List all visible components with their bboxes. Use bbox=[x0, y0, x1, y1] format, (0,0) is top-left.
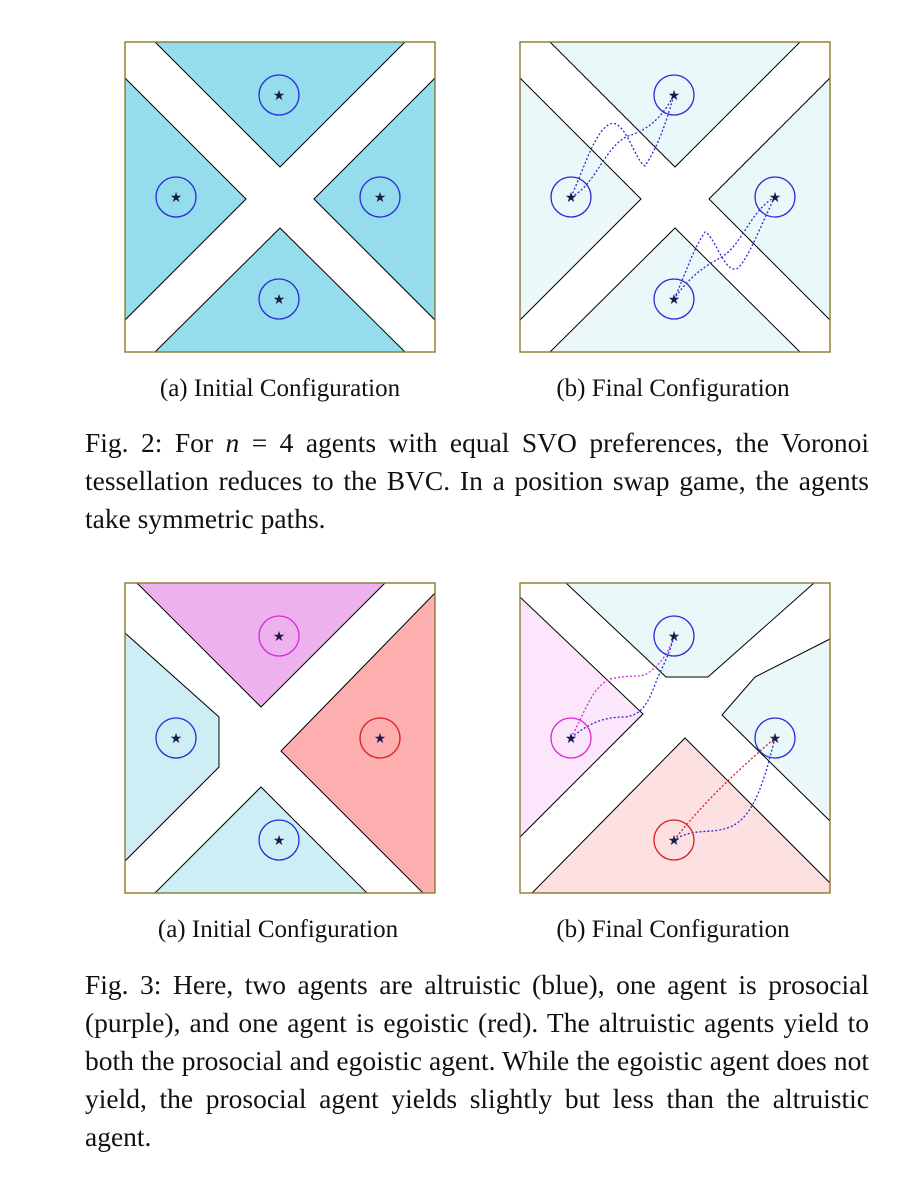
agent-safety-circle bbox=[359, 176, 401, 218]
agent-safety-circle bbox=[550, 176, 592, 218]
agent-safety-circle bbox=[258, 819, 300, 861]
agent-safety-circle bbox=[653, 615, 695, 657]
fig3-caption-label: Fig. 3: bbox=[85, 969, 162, 1000]
agent-path bbox=[673, 196, 776, 300]
agent-safety-circle bbox=[258, 278, 300, 320]
fig2-caption-eq: = 4 bbox=[239, 427, 294, 458]
fig2-caption-label: Fig. 2: bbox=[85, 427, 163, 458]
fig2a-subcaption: (a) Initial Configuration bbox=[159, 375, 401, 402]
fig3b-subcaption: (b) Final Configuration bbox=[556, 916, 790, 943]
star-icon: ★ bbox=[273, 293, 286, 308]
agent-safety-circle bbox=[258, 74, 300, 116]
agent-path bbox=[673, 737, 776, 841]
plot-frame bbox=[124, 41, 436, 353]
agent-path bbox=[570, 635, 675, 739]
agent-safety-circle bbox=[653, 74, 695, 116]
star-icon: ★ bbox=[668, 89, 681, 104]
agent-safety-circle bbox=[653, 278, 695, 320]
star-icon: ★ bbox=[170, 732, 183, 747]
star-icon: ★ bbox=[273, 89, 286, 104]
plot-frame bbox=[124, 582, 436, 894]
plot-frame bbox=[519, 582, 831, 894]
star-icon: ★ bbox=[273, 630, 286, 645]
fig2b-subcaption: (b) Final Configuration bbox=[556, 375, 790, 402]
agent-path bbox=[570, 635, 675, 739]
star-icon: ★ bbox=[170, 191, 183, 206]
fig2-caption-text: agents with equal SVO preferences, the V… bbox=[85, 427, 870, 534]
star-icon: ★ bbox=[668, 630, 681, 645]
star-icon: ★ bbox=[273, 834, 286, 849]
fig3a-plot: ★ ★ ★ ★ bbox=[124, 582, 436, 894]
fig2-caption-var: n bbox=[225, 427, 240, 458]
agent-safety-circle bbox=[754, 176, 796, 218]
fig2-caption: Fig. 2: For n = 4 agents with equal SVO … bbox=[85, 424, 869, 538]
agent-safety-circle bbox=[359, 717, 401, 759]
fig3-caption-text: Here, two agents are altruistic (blue), … bbox=[85, 969, 869, 1152]
star-icon: ★ bbox=[769, 191, 782, 206]
agent-safety-circle bbox=[155, 717, 197, 759]
agent-path bbox=[673, 196, 776, 300]
fig2-caption-pre: For bbox=[162, 427, 226, 458]
star-icon: ★ bbox=[374, 191, 387, 206]
fig3-caption: Fig. 3: Here, two agents are altruistic … bbox=[85, 966, 869, 1156]
fig2a-plot: ★ ★ ★ ★ bbox=[124, 41, 436, 353]
agent-safety-circle bbox=[653, 819, 695, 861]
star-icon: ★ bbox=[374, 732, 387, 747]
plot-frame bbox=[519, 41, 831, 353]
star-icon: ★ bbox=[668, 834, 681, 849]
agent-safety-circle bbox=[155, 176, 197, 218]
fig3b-plot: ★ ★ ★ ★ bbox=[519, 582, 831, 894]
fig2b-plot: ★ ★ ★ ★ bbox=[519, 41, 831, 353]
star-icon: ★ bbox=[565, 732, 578, 747]
agent-path bbox=[570, 94, 675, 198]
fig3a-subcaption: (a) Initial Configuration bbox=[157, 916, 399, 943]
star-icon: ★ bbox=[769, 732, 782, 747]
star-icon: ★ bbox=[668, 293, 681, 308]
star-icon: ★ bbox=[565, 191, 578, 206]
agent-safety-circle bbox=[550, 717, 592, 759]
agent-safety-circle bbox=[754, 717, 796, 759]
agent-safety-circle bbox=[258, 615, 300, 657]
